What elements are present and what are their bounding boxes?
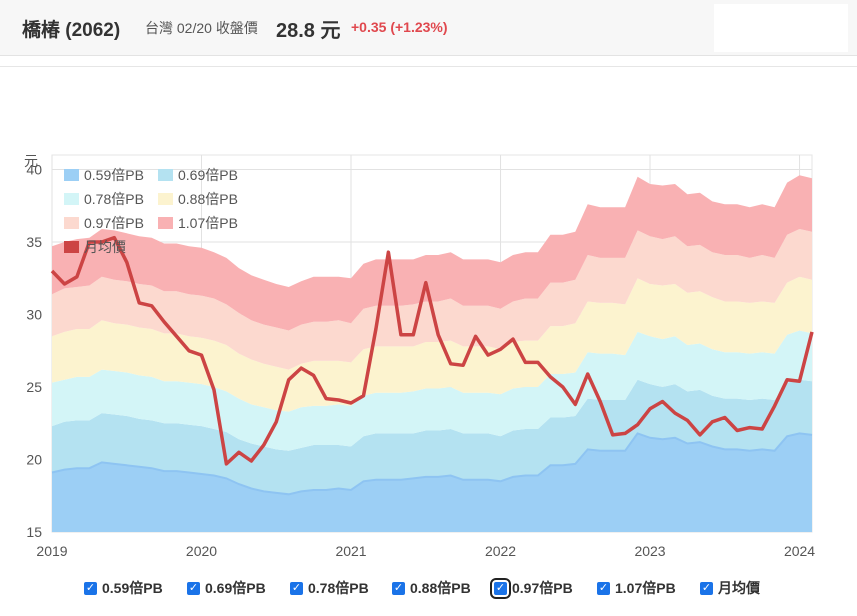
- y-tick-label: 20: [26, 452, 42, 468]
- quote-header: 橋椿 (2062) 台灣 02/20 收盤價 28.8 元 +0.35 (+1.…: [0, 0, 857, 56]
- legend-swatch: [158, 169, 173, 181]
- close-price: 28.8 元: [276, 20, 341, 42]
- legend-label: 0.59倍PB: [84, 167, 144, 183]
- legend-swatch: [64, 241, 79, 253]
- legend-swatch: [64, 217, 79, 229]
- market-date-label: 台灣 02/20 收盤價: [145, 20, 258, 36]
- toggle-pb-0-97[interactable]: ✓ 0.97倍PB: [490, 577, 573, 599]
- x-tick-label: 2021: [335, 543, 366, 559]
- checkbox-checked-icon[interactable]: ✓: [392, 581, 405, 595]
- legend-label: 0.97倍PB: [84, 215, 144, 231]
- legend-swatch: [158, 193, 173, 205]
- y-tick-label: 40: [26, 162, 42, 178]
- toggle-label: 1.07倍PB: [615, 580, 676, 596]
- toggle-pb-0-59[interactable]: ✓ 0.59倍PB: [84, 578, 163, 598]
- series-toggles: ✓ 0.59倍PB ✓ 0.69倍PB ✓ 0.78倍PB ✓ 0.88倍PB …: [0, 574, 857, 602]
- toggle-monthly-price[interactable]: ✓ 月均價: [700, 578, 760, 598]
- y-axis-label: 元: [24, 153, 38, 169]
- legend-swatch: [64, 193, 79, 205]
- y-tick-label: 30: [26, 307, 42, 323]
- x-tick-label: 2023: [634, 543, 665, 559]
- legend-label: 1.07倍PB: [178, 215, 238, 231]
- x-tick-label: 2019: [36, 543, 67, 559]
- checkbox-checked-icon[interactable]: ✓: [597, 581, 610, 595]
- axes: 15 20 25 30 35 40 2019 2020 2021 2022 2023 2024 元: [24, 153, 815, 559]
- pb-band-5: [52, 175, 812, 331]
- toggle-label: 0.59倍PB: [102, 580, 163, 596]
- toggle-label: 0.78倍PB: [308, 580, 369, 596]
- legend-label: 0.88倍PB: [178, 191, 238, 207]
- stock-name: 橋椿 (2062): [22, 20, 121, 41]
- toggle-label: 0.69倍PB: [205, 580, 266, 596]
- legend-label: 0.78倍PB: [84, 191, 144, 207]
- legend-swatch: [158, 217, 173, 229]
- y-tick-label: 15: [26, 524, 42, 540]
- y-tick-label: 25: [26, 379, 42, 395]
- x-tick-label: 2020: [186, 543, 217, 559]
- pb-band-4: [52, 229, 812, 370]
- checkbox-checked-icon[interactable]: ✓: [187, 581, 200, 595]
- pb-bands: [51, 175, 813, 532]
- toggle-pb-0-88[interactable]: ✓ 0.88倍PB: [392, 578, 471, 598]
- legend-label: 月均價: [84, 239, 126, 255]
- toggle-label: 0.88倍PB: [410, 580, 471, 596]
- pb-band-0: [52, 433, 812, 532]
- checkbox-checked-icon[interactable]: ✓: [290, 581, 303, 595]
- monthly-price-line: [50, 235, 814, 466]
- header-divider: [0, 66, 857, 67]
- toggle-label: 0.97倍PB: [512, 580, 573, 596]
- x-tick-label: 2022: [485, 543, 516, 559]
- toggle-pb-0-78[interactable]: ✓ 0.78倍PB: [290, 578, 369, 598]
- header-blank-panel: [714, 4, 848, 52]
- x-tick-label: 2024: [784, 543, 815, 559]
- pb-band-1: [52, 379, 812, 495]
- toggle-pb-0-69[interactable]: ✓ 0.69倍PB: [187, 578, 266, 598]
- pb-band-3: [52, 276, 812, 412]
- price-line-layer: [50, 235, 814, 466]
- checkbox-checked-icon[interactable]: ✓: [490, 577, 511, 599]
- toggle-label: 月均價: [718, 580, 760, 596]
- pb-band-2: [52, 330, 812, 451]
- pb-band-lower-edge: [51, 432, 813, 496]
- legend-swatch: [64, 169, 79, 181]
- checkbox-checked-icon[interactable]: ✓: [700, 581, 713, 595]
- legend: 0.59倍PB 0.69倍PB 0.78倍PB 0.88倍PB 0.97倍PB 1.07倍…: [64, 167, 238, 255]
- price-change: +0.35 (+1.23%): [351, 19, 448, 35]
- toggle-pb-1-07[interactable]: ✓ 1.07倍PB: [597, 578, 676, 598]
- y-tick-label: 35: [26, 234, 42, 250]
- legend-label: 0.69倍PB: [178, 167, 238, 183]
- checkbox-checked-icon[interactable]: ✓: [84, 581, 97, 595]
